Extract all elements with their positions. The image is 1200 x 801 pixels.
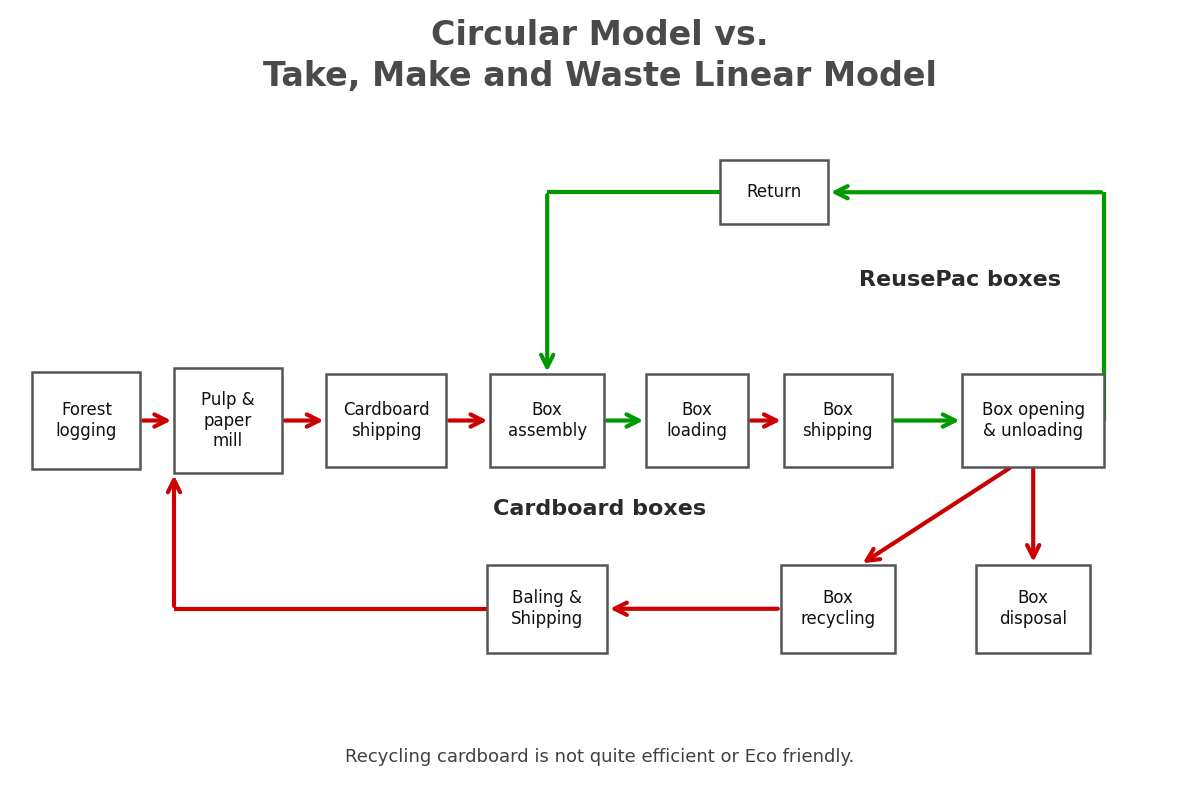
FancyBboxPatch shape [32,372,140,469]
FancyBboxPatch shape [720,160,828,224]
FancyBboxPatch shape [646,375,749,466]
FancyBboxPatch shape [784,375,892,466]
Text: Box
recycling: Box recycling [800,590,875,628]
FancyBboxPatch shape [326,375,446,466]
Text: Cardboard boxes: Cardboard boxes [493,499,707,518]
Text: Box
disposal: Box disposal [1000,590,1067,628]
Text: Box opening
& unloading: Box opening & unloading [982,401,1085,440]
Text: Cardboard
shipping: Cardboard shipping [343,401,430,440]
FancyBboxPatch shape [962,375,1104,466]
FancyBboxPatch shape [174,368,282,473]
Text: Return: Return [746,183,802,201]
Text: Recycling cardboard is not quite efficient or Eco friendly.: Recycling cardboard is not quite efficie… [346,748,854,766]
Text: Pulp &
paper
mill: Pulp & paper mill [202,391,254,450]
FancyBboxPatch shape [487,565,607,653]
Text: Baling &
Shipping: Baling & Shipping [511,590,583,628]
Text: Forest
logging: Forest logging [55,401,118,440]
FancyBboxPatch shape [780,565,894,653]
FancyBboxPatch shape [977,565,1091,653]
Text: Circular Model vs.
Take, Make and Waste Linear Model: Circular Model vs. Take, Make and Waste … [263,19,937,93]
Text: Box
assembly: Box assembly [508,401,587,440]
Text: ReusePac boxes: ReusePac boxes [859,271,1061,290]
Text: Box
shipping: Box shipping [803,401,872,440]
Text: Box
loading: Box loading [667,401,727,440]
FancyBboxPatch shape [491,375,605,466]
